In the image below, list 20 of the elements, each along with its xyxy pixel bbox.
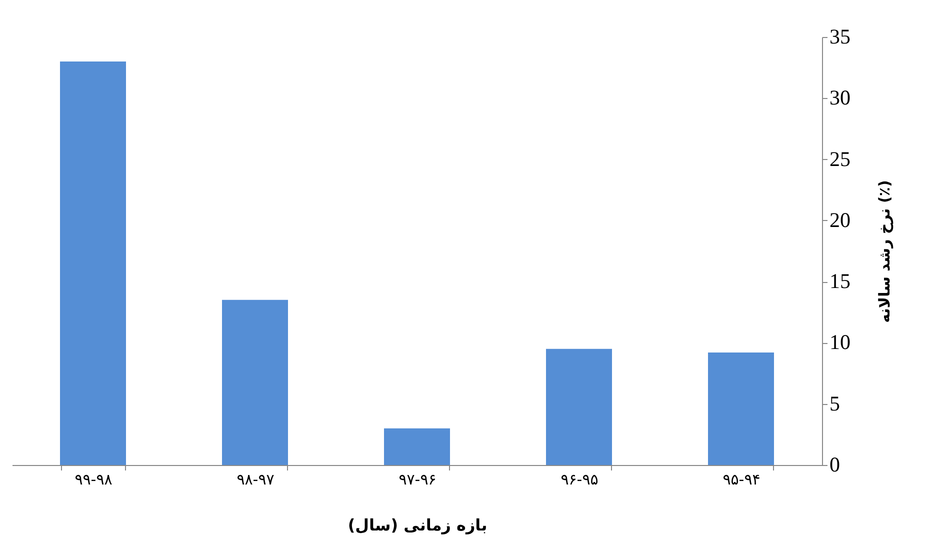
bar — [60, 61, 126, 465]
y-tick-label: 35 — [830, 24, 850, 48]
y-tick-label: 25 — [830, 146, 850, 171]
bar — [222, 300, 288, 465]
x-axis-title: بازه زمانی (سال) — [348, 516, 488, 534]
x-tick-label: ۹۹-۹۸ — [74, 470, 112, 488]
x-tick-label: ۹۷-۹۶ — [398, 470, 436, 488]
bar — [546, 348, 612, 465]
y-tick-label: 15 — [830, 269, 850, 294]
bar — [384, 428, 450, 465]
x-tick-label: ۹۸-۹۷ — [236, 470, 274, 488]
x-tick-label: ۹۵-۹۴ — [722, 470, 760, 488]
y-tick-label: 10 — [830, 330, 850, 354]
y-tick-label: 30 — [830, 86, 850, 110]
y-tick-label: 20 — [830, 208, 850, 232]
y-tick-label: 5 — [830, 391, 840, 416]
x-tick-label: ۹۶-۹۵ — [560, 470, 598, 488]
y-axis-title: نرخ رشد سالانه (٪) — [876, 180, 894, 323]
y-tick-label: 0 — [830, 452, 840, 476]
bar — [708, 352, 774, 465]
